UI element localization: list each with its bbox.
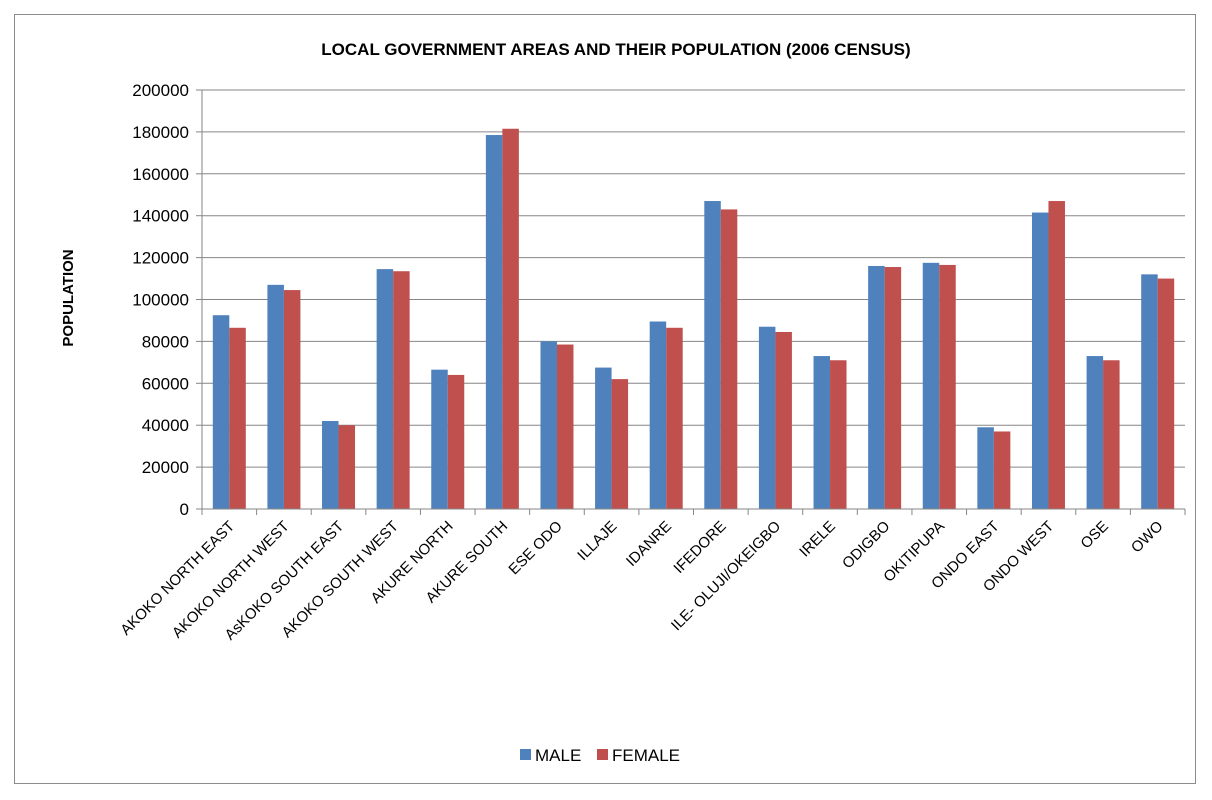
bar-male-1 <box>267 284 284 509</box>
bar-male-2 <box>322 421 339 509</box>
y-axis-label: POPULATION <box>60 249 77 346</box>
bar-female-3 <box>393 271 410 509</box>
y-tick-label: 160000 <box>132 165 189 184</box>
bar-male-9 <box>704 201 721 509</box>
bar-male-12 <box>868 265 885 509</box>
legend-swatch-female <box>597 749 608 760</box>
bar-female-13 <box>939 264 956 509</box>
y-tick-label: 40000 <box>142 416 189 435</box>
bar-male-14 <box>977 427 994 509</box>
bar-male-15 <box>1031 212 1049 509</box>
bar-female-10 <box>775 331 792 509</box>
x-category-label: ILLAJE <box>574 518 620 564</box>
bars <box>212 128 1175 510</box>
legend-label-male: MALE <box>535 746 581 765</box>
bar-female-9 <box>720 209 738 510</box>
bar-male-5 <box>485 135 503 509</box>
bar-male-4 <box>431 369 448 509</box>
y-tick-label: 180000 <box>132 123 189 142</box>
y-tick-label: 60000 <box>142 374 189 393</box>
x-category-label: IRELE <box>796 518 839 561</box>
bar-female-4 <box>447 374 465 509</box>
bar-female-2 <box>338 425 356 509</box>
bar-female-5 <box>502 128 519 509</box>
bar-male-17 <box>1141 274 1158 509</box>
bar-male-6 <box>540 341 557 509</box>
bar-female-15 <box>1048 201 1065 509</box>
bar-female-14 <box>993 431 1011 509</box>
y-tick-label: 20000 <box>142 458 189 477</box>
bar-female-12 <box>884 267 902 509</box>
axes <box>201 90 1186 515</box>
bar-male-3 <box>376 269 394 509</box>
bar-male-10 <box>758 326 776 509</box>
chart-title: LOCAL GOVERNMENT AREAS AND THEIR POPULAT… <box>321 40 910 59</box>
x-category-label: OWO <box>1128 518 1167 557</box>
bar-female-17 <box>1157 278 1175 509</box>
gridlines <box>202 89 1185 468</box>
legend-label-female: FEMALE <box>612 746 680 765</box>
y-tick-label: 80000 <box>142 332 189 351</box>
bar-female-16 <box>1103 360 1120 509</box>
y-tick-label: 0 <box>180 500 189 519</box>
bar-chart: LOCAL GOVERNMENT AREAS AND THEIR POPULAT… <box>60 40 1186 765</box>
y-tick-label: 140000 <box>132 207 189 226</box>
bar-male-16 <box>1086 356 1104 509</box>
bar-female-11 <box>830 360 847 509</box>
bar-female-0 <box>229 327 246 509</box>
x-category-label: IDANRE <box>623 518 675 570</box>
legend-swatch-male <box>520 749 531 760</box>
bar-male-0 <box>212 315 230 509</box>
bar-female-1 <box>283 290 301 509</box>
bar-male-13 <box>922 262 940 509</box>
legend: MALE FEMALE <box>520 746 680 765</box>
x-category-label: ODIGBO <box>839 518 893 572</box>
y-axis-ticks: 0 20000 40000 60000 80000 100000 120000 140000 1… <box>132 81 202 519</box>
chart-frame: LOCAL GOVERNMENT AREAS AND THEIR POPULAT… <box>14 14 1196 784</box>
y-tick-label: 100000 <box>132 291 189 310</box>
x-category-label: OSE <box>1077 518 1111 552</box>
bar-male-11 <box>813 356 831 509</box>
x-category-label: ESE ODO <box>505 518 565 578</box>
bar-male-8 <box>649 321 667 509</box>
y-tick-label: 200000 <box>132 81 189 100</box>
y-tick-label: 120000 <box>132 249 189 268</box>
bar-female-7 <box>611 379 629 509</box>
x-category-label: ILE- OLUJI/OKEIGBO <box>668 518 784 634</box>
bar-male-7 <box>595 367 612 509</box>
bar-female-6 <box>556 344 574 509</box>
bar-female-8 <box>666 327 683 509</box>
